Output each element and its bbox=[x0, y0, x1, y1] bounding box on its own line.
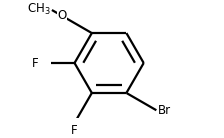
Text: Br: Br bbox=[157, 104, 171, 117]
Text: O: O bbox=[57, 9, 67, 22]
Text: F: F bbox=[71, 124, 78, 137]
Text: F: F bbox=[32, 57, 39, 70]
Text: $\mathregular{CH_3}$: $\mathregular{CH_3}$ bbox=[27, 2, 51, 17]
